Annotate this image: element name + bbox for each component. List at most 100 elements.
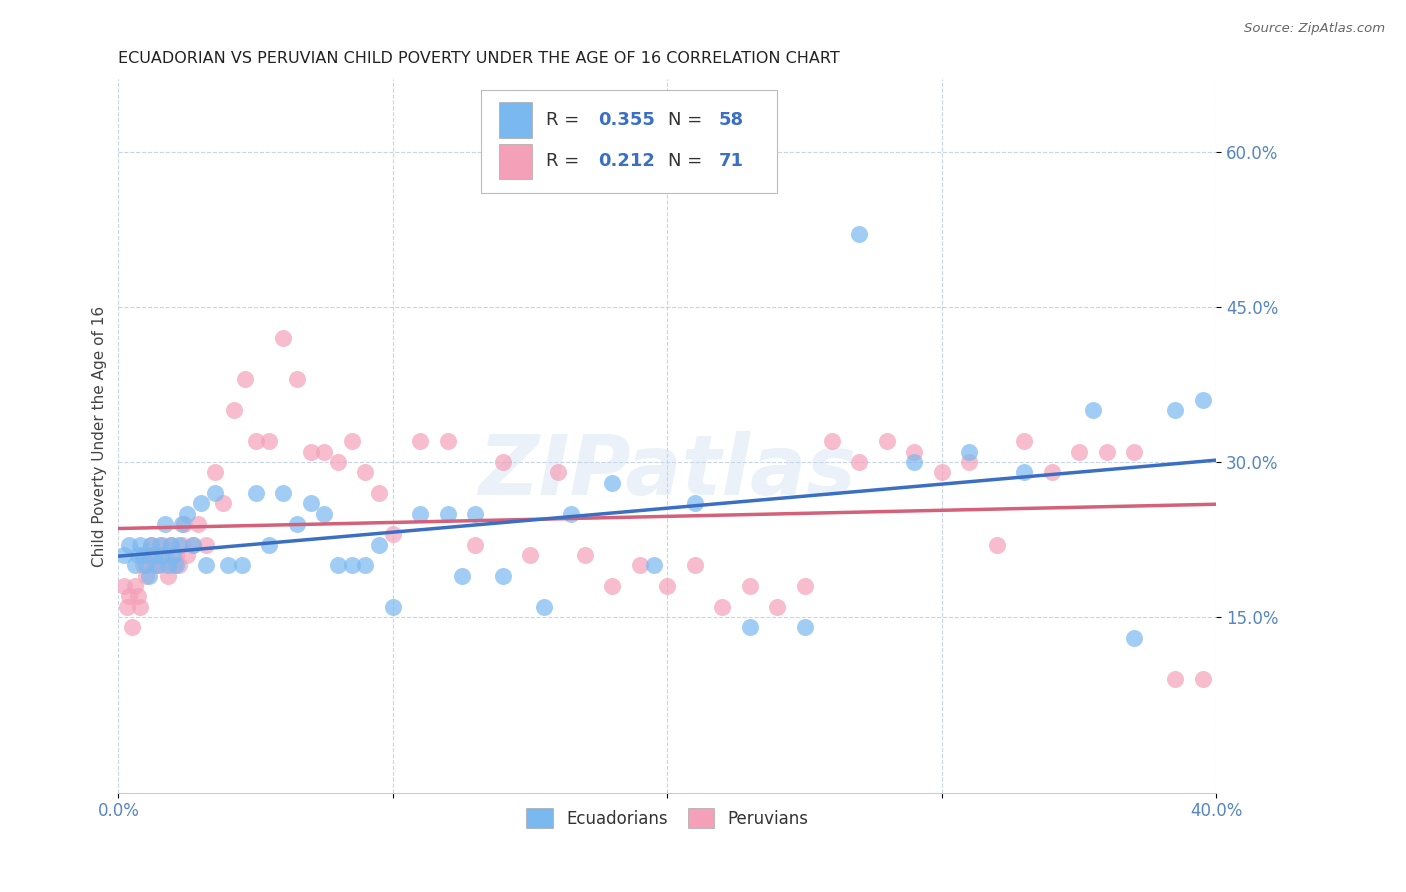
Point (903, 444, 925, 458)
Text: R =: R = (546, 111, 585, 129)
Point (146, 548, 169, 562)
Legend: Ecuadorians, Peruvians: Ecuadorians, Peruvians (519, 802, 815, 834)
Point (547, 465, 569, 479)
Text: ZIPatlas: ZIPatlas (478, 431, 856, 512)
Point (132, 558, 155, 573)
Text: N =: N = (668, 111, 709, 129)
Point (115, 599, 138, 614)
Point (222, 403, 245, 417)
Point (124, 558, 146, 573)
Point (464, 507, 486, 521)
Point (141, 537, 163, 551)
Point (354, 465, 377, 479)
Point (204, 486, 226, 500)
Point (153, 548, 176, 562)
Point (464, 537, 486, 551)
Point (118, 537, 141, 551)
Point (259, 537, 281, 551)
Point (1012, 434, 1035, 449)
Point (436, 507, 458, 521)
Point (848, 455, 870, 469)
Point (195, 558, 218, 573)
Point (1123, 631, 1146, 645)
Text: 58: 58 (718, 111, 744, 129)
FancyBboxPatch shape (481, 90, 778, 194)
Point (187, 516, 209, 531)
Point (560, 507, 582, 521)
Point (271, 486, 294, 500)
Point (165, 558, 187, 573)
Point (1067, 444, 1090, 458)
Point (409, 507, 432, 521)
Point (1095, 444, 1118, 458)
Point (326, 455, 349, 469)
Point (143, 558, 166, 573)
Point (149, 537, 172, 551)
Point (129, 537, 152, 551)
Point (211, 496, 233, 510)
Text: Source: ZipAtlas.com: Source: ZipAtlas.com (1244, 22, 1385, 36)
Point (1123, 444, 1146, 458)
Point (683, 496, 706, 510)
Point (173, 516, 195, 531)
Text: N =: N = (668, 153, 709, 170)
Point (793, 579, 815, 593)
Point (285, 372, 308, 386)
Point (135, 568, 157, 582)
Point (167, 537, 190, 551)
Point (628, 558, 651, 573)
Point (159, 537, 181, 551)
Point (245, 434, 267, 449)
Point (876, 434, 898, 449)
Point (159, 537, 181, 551)
Point (1191, 672, 1213, 686)
Point (683, 558, 706, 573)
Point (381, 599, 404, 614)
Point (124, 579, 146, 593)
Point (314, 507, 336, 521)
Point (299, 496, 322, 510)
Point (1164, 672, 1187, 686)
Point (112, 548, 135, 562)
Point (354, 558, 377, 573)
Point (181, 537, 204, 551)
Point (436, 434, 458, 449)
Point (1191, 392, 1213, 407)
Point (368, 486, 391, 500)
Text: 0.355: 0.355 (598, 111, 655, 129)
Point (450, 568, 472, 582)
Point (195, 537, 218, 551)
Point (314, 444, 336, 458)
Point (259, 434, 281, 449)
Point (848, 227, 870, 242)
Point (711, 599, 734, 614)
Point (138, 568, 160, 582)
Point (738, 620, 761, 634)
Point (492, 455, 515, 469)
Point (233, 372, 256, 386)
Point (299, 444, 322, 458)
Point (149, 558, 172, 573)
Point (153, 516, 176, 531)
Point (574, 548, 596, 562)
Point (903, 455, 925, 469)
Point (326, 558, 349, 573)
Point (340, 434, 363, 449)
Point (118, 589, 141, 603)
Point (181, 537, 204, 551)
Point (381, 527, 404, 541)
Point (340, 558, 363, 573)
Point (1040, 465, 1063, 479)
Point (957, 455, 980, 469)
Point (1012, 465, 1035, 479)
Point (162, 548, 184, 562)
Point (657, 579, 679, 593)
FancyBboxPatch shape (499, 144, 533, 179)
Point (135, 558, 157, 573)
Point (176, 548, 198, 562)
Point (150, 537, 173, 551)
Text: 71: 71 (718, 153, 744, 170)
Point (150, 548, 173, 562)
Point (170, 516, 193, 531)
Point (245, 486, 267, 500)
